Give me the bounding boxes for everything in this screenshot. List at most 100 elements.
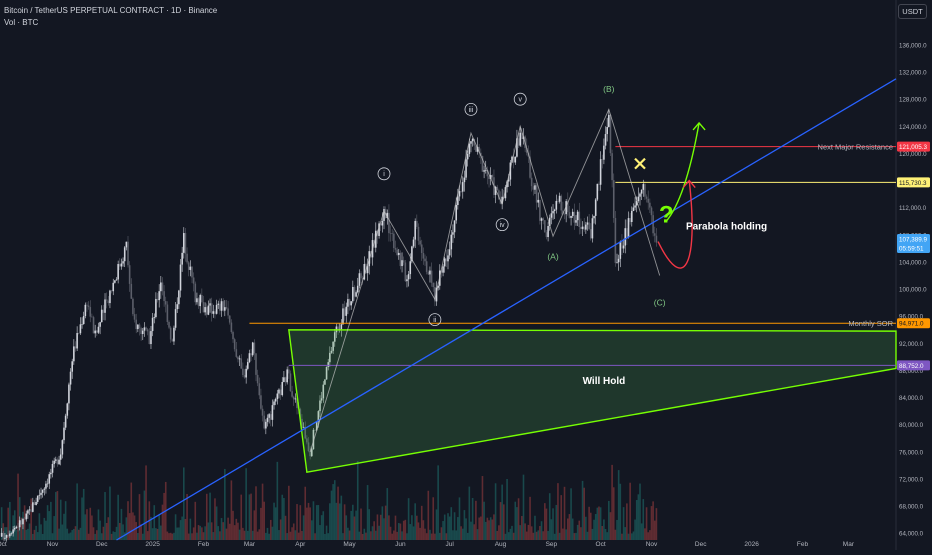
candle-body bbox=[64, 415, 67, 428]
volume-bar bbox=[317, 505, 320, 540]
volume-bar bbox=[483, 501, 485, 540]
volume-bar bbox=[61, 524, 64, 540]
candle-body bbox=[324, 379, 326, 385]
y-tick-label: 120,000.0 bbox=[899, 151, 927, 158]
volume-bar bbox=[242, 527, 244, 540]
candle-body bbox=[205, 307, 208, 315]
volume-bar bbox=[158, 515, 160, 540]
volume-bar bbox=[552, 508, 554, 540]
volume-bar bbox=[453, 512, 456, 540]
candle-body bbox=[481, 155, 484, 172]
candle-body bbox=[596, 183, 599, 200]
volume-bar bbox=[219, 531, 221, 540]
volume-bar bbox=[310, 520, 313, 540]
volume-bar bbox=[593, 519, 595, 540]
candle-body bbox=[291, 391, 293, 397]
candle-body bbox=[448, 249, 451, 256]
volume-bar bbox=[409, 524, 412, 540]
volume-bar bbox=[442, 521, 444, 540]
volume-bar bbox=[87, 533, 90, 540]
volume-bar bbox=[532, 532, 535, 540]
volume-bar bbox=[330, 490, 333, 540]
volume-bar bbox=[401, 531, 403, 540]
candle-body bbox=[118, 264, 121, 267]
volume-bar bbox=[340, 495, 343, 540]
candle-body bbox=[529, 156, 531, 178]
volume-bar bbox=[173, 532, 175, 540]
volume-bar bbox=[23, 505, 26, 540]
volume-bar bbox=[63, 513, 65, 540]
volume-bar bbox=[265, 532, 267, 540]
volume-bar bbox=[288, 485, 290, 540]
volume-bar bbox=[535, 531, 538, 540]
volume-bar bbox=[617, 470, 620, 540]
volume-bar bbox=[309, 507, 311, 540]
volume-bar bbox=[291, 527, 293, 540]
candle-body bbox=[250, 353, 252, 356]
volume-bar bbox=[562, 528, 564, 540]
volume-bar bbox=[576, 524, 579, 540]
candle-body bbox=[41, 489, 44, 493]
candle-body bbox=[458, 191, 461, 197]
candle-body bbox=[463, 177, 466, 183]
candle-body bbox=[611, 153, 613, 181]
volume-bar bbox=[630, 533, 633, 540]
candle-body bbox=[66, 403, 69, 416]
candle-body bbox=[181, 252, 183, 265]
candle-body bbox=[125, 241, 128, 248]
volume-bar bbox=[486, 517, 489, 540]
volume-bar bbox=[243, 530, 246, 540]
candle-body bbox=[81, 324, 83, 325]
candle-body bbox=[45, 483, 47, 489]
volume-bars bbox=[0, 461, 658, 540]
x-tick-label: Sep bbox=[546, 541, 558, 548]
candle-body bbox=[491, 175, 494, 178]
volume-bar bbox=[604, 528, 607, 540]
candle-body bbox=[606, 127, 608, 135]
candle-body bbox=[151, 317, 154, 332]
candle-body bbox=[580, 227, 582, 229]
volume-bar bbox=[512, 532, 515, 540]
candle-body bbox=[519, 132, 522, 146]
candle-body bbox=[281, 381, 284, 396]
candle-body bbox=[235, 349, 238, 357]
volume-bar bbox=[632, 531, 635, 540]
candle-body bbox=[432, 282, 435, 288]
candle-body bbox=[399, 252, 402, 267]
volume-bar bbox=[465, 518, 467, 540]
candle-body bbox=[447, 255, 449, 262]
volume-bar bbox=[230, 480, 233, 540]
candle-body bbox=[96, 330, 98, 333]
volume-bar bbox=[396, 531, 398, 540]
currency-button[interactable]: USDT bbox=[898, 4, 927, 19]
volume-bar bbox=[402, 520, 405, 540]
volume-bar bbox=[174, 514, 177, 540]
candle-body bbox=[599, 159, 602, 185]
volume-bar bbox=[266, 527, 269, 540]
candle-body bbox=[219, 303, 221, 311]
x-tick-label: Feb bbox=[198, 541, 210, 548]
x-tick-label: Apr bbox=[295, 541, 306, 548]
volume-bar bbox=[169, 532, 172, 540]
volume-bar bbox=[278, 530, 280, 540]
candle-body bbox=[466, 153, 469, 160]
price-tag-text: 121,005.3 bbox=[899, 144, 928, 151]
volume-bar bbox=[440, 527, 443, 540]
volume-bar bbox=[59, 499, 62, 540]
volume-bar bbox=[542, 531, 544, 540]
volume-bar bbox=[171, 533, 174, 540]
volume-bar bbox=[332, 484, 334, 540]
volume-bar bbox=[443, 514, 446, 540]
candle-body bbox=[86, 304, 88, 306]
candle-body bbox=[553, 209, 556, 212]
candle-body bbox=[227, 308, 229, 316]
candle-body bbox=[601, 159, 604, 160]
volume-bar bbox=[191, 533, 193, 540]
candle-body bbox=[437, 285, 439, 288]
volume-bar bbox=[626, 503, 628, 540]
volume-bar bbox=[71, 530, 74, 540]
wave-label: iv bbox=[500, 222, 506, 229]
candle-body bbox=[653, 233, 656, 236]
